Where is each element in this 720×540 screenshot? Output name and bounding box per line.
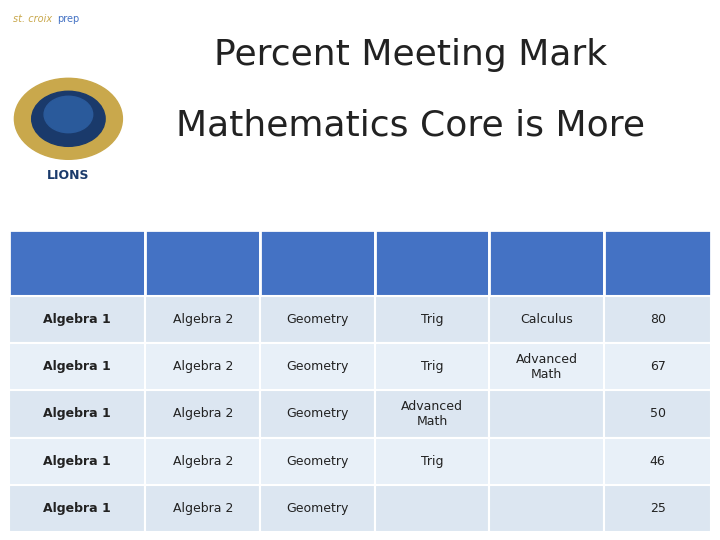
Bar [260,296,375,343]
Bar [490,437,604,485]
Text: Algebra 2: Algebra 2 [173,313,233,326]
Bar [375,485,490,532]
Bar [490,230,604,296]
Text: Geometry: Geometry [287,502,348,515]
Text: Geometry: Geometry [287,455,348,468]
Bar [145,437,260,485]
Bar [604,230,711,296]
Bar [490,296,604,343]
Text: Trig: Trig [421,360,444,373]
Text: 2 credit: 2 credit [289,254,346,267]
Bar [260,485,375,532]
Text: Algebra 2: Algebra 2 [173,408,233,421]
Text: Geometry: Geometry [287,313,348,326]
Text: Geometry: Geometry [287,360,348,373]
Bar [260,390,375,437]
Bar [604,390,711,437]
Text: nd: nd [323,246,336,255]
Text: Percent
score
college
ready: Percent score college ready [631,231,685,295]
Text: Calculus: Calculus [521,313,573,326]
Text: 67: 67 [649,360,666,373]
Bar [9,390,145,437]
Bar [9,296,145,343]
Bar [260,230,375,296]
Text: 1 credit: 1 credit [174,254,232,267]
Text: 50: 50 [649,408,666,421]
Text: Trig: Trig [421,455,444,468]
Circle shape [14,78,122,159]
Bar [490,390,604,437]
Bar [490,343,604,390]
Text: Algebra 2: Algebra 2 [173,455,233,468]
Text: rd: rd [437,246,448,255]
Bar [375,230,490,296]
Text: Most SCPA
Students
Reach before
High School: Most SCPA Students Reach before High Sch… [30,231,124,295]
Text: LIONS: LIONS [47,169,90,182]
Bar [604,437,711,485]
Text: 25: 25 [649,502,666,515]
Text: 46: 46 [650,455,665,468]
Bar [375,390,490,437]
Bar [604,343,711,390]
Text: Algebra 1: Algebra 1 [43,408,111,421]
Bar [375,437,490,485]
Text: Algebra 1: Algebra 1 [43,502,111,515]
Circle shape [32,91,105,146]
Bar [9,343,145,390]
Text: Mathematics Core is More: Mathematics Core is More [176,108,645,142]
Circle shape [44,96,93,133]
Text: th: th [552,246,563,255]
Text: Algebra 2: Algebra 2 [173,502,233,515]
Bar [145,296,260,343]
Text: Advanced
Math: Advanced Math [516,353,577,381]
Text: Algebra 1: Algebra 1 [43,360,111,373]
Text: st. croix: st. croix [13,14,52,24]
Text: 4 credit: 4 credit [518,254,576,267]
Text: 80: 80 [649,313,666,326]
Bar [9,485,145,532]
Text: Algebra 1: Algebra 1 [43,455,111,468]
Bar [604,296,711,343]
Bar [375,296,490,343]
Bar [145,485,260,532]
Bar [9,437,145,485]
Bar [375,343,490,390]
Bar [145,230,260,296]
Bar [145,343,260,390]
Bar [260,343,375,390]
Bar [9,230,145,296]
Bar [145,390,260,437]
Text: Algebra 1: Algebra 1 [43,313,111,326]
Text: Algebra 2: Algebra 2 [173,360,233,373]
Bar [604,485,711,532]
Text: Percent Meeting Mark: Percent Meeting Mark [214,38,607,72]
Text: Trig: Trig [421,313,444,326]
Bar [260,437,375,485]
Text: Geometry: Geometry [287,408,348,421]
Bar [490,485,604,532]
Text: st: st [208,246,217,255]
Text: 3 credit: 3 credit [403,254,461,267]
Text: Advanced
Math: Advanced Math [401,400,463,428]
Text: prep: prep [58,14,80,24]
